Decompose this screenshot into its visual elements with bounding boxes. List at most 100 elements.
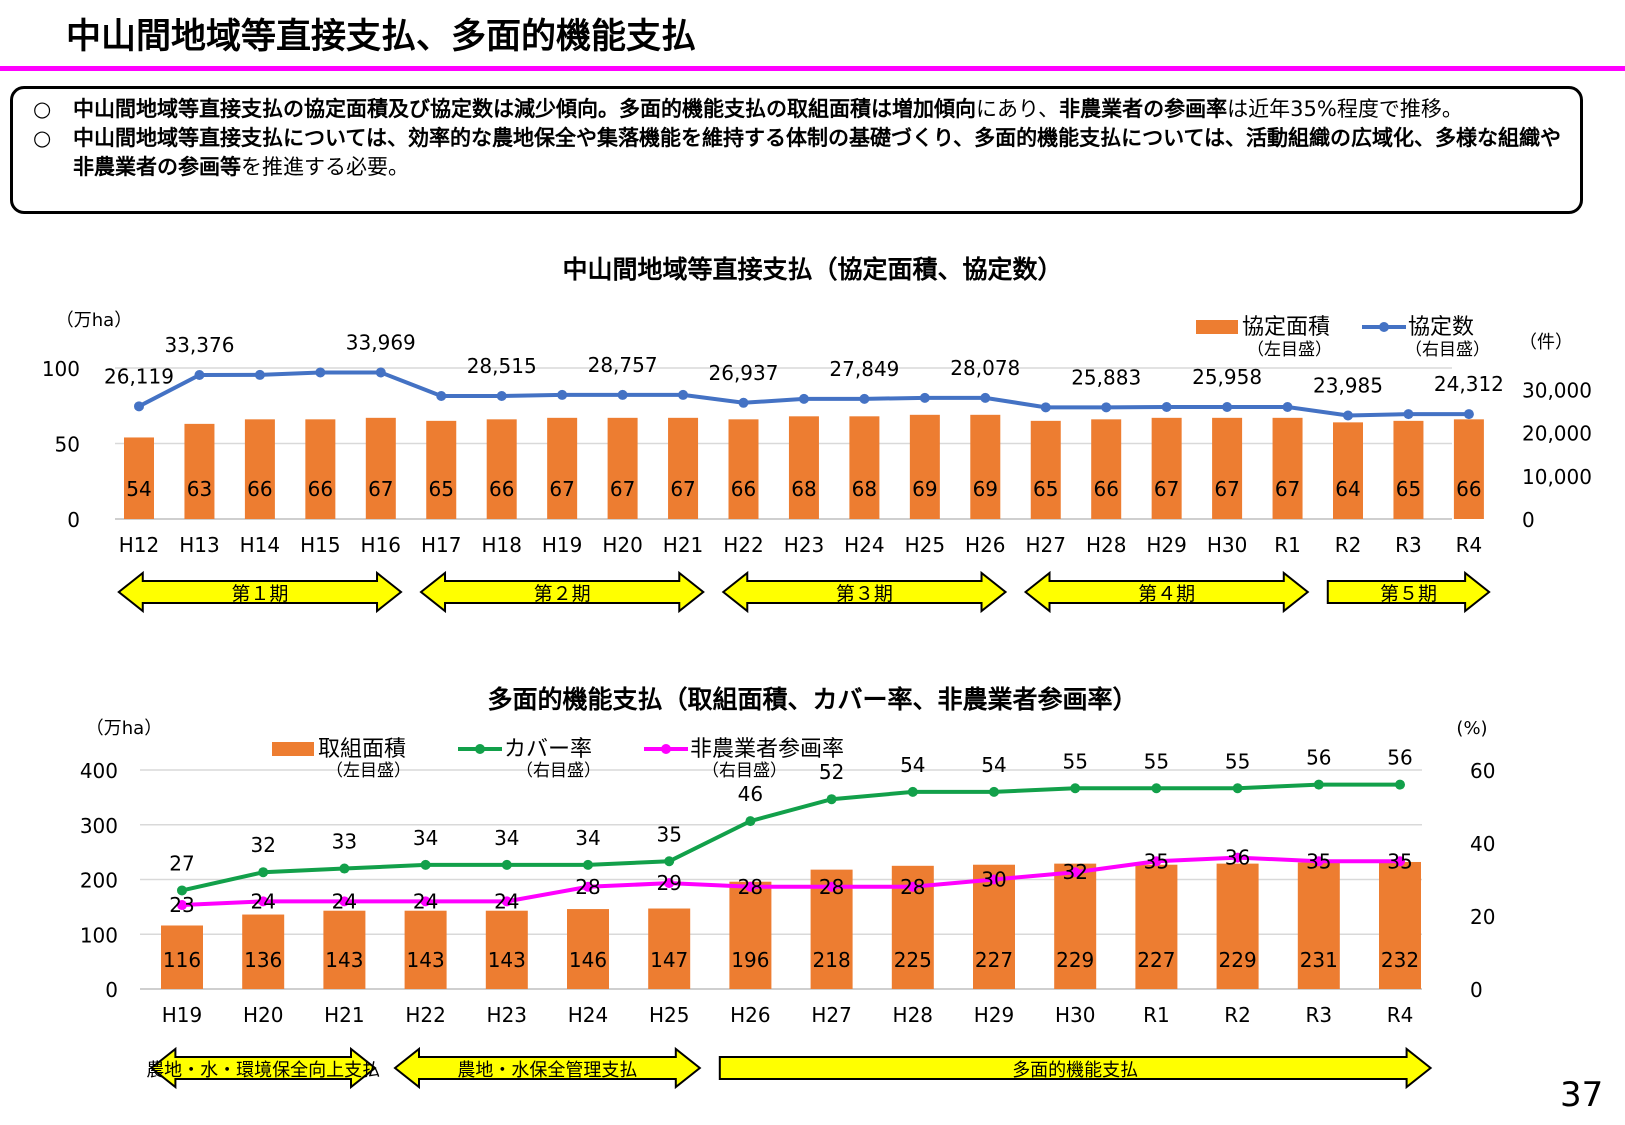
chart1-point-label: 25,958 <box>1192 365 1262 389</box>
chart1-point <box>798 393 809 404</box>
chart2-point-label: 24 <box>494 889 519 913</box>
chart1-period-label: 第３期 <box>836 583 893 605</box>
chart2-bar-label: 116 <box>163 948 201 972</box>
chart1-x-tick: H19 <box>542 533 583 557</box>
chart2-point-label: 55 <box>1062 749 1087 773</box>
chart1-x-tick: H26 <box>965 533 1006 557</box>
chart1-bar-label: 67 <box>1154 477 1179 501</box>
chart1-legend-label: 協定数 <box>1408 315 1474 340</box>
chart1-x-tick: H17 <box>421 533 462 557</box>
chart1-x-tick: H18 <box>481 533 522 557</box>
chart1-point-label: 26,937 <box>709 361 779 385</box>
chart1-bar <box>305 419 336 519</box>
chart2-x-tick: H23 <box>487 1003 528 1027</box>
chart2-x-tick: R2 <box>1224 1003 1251 1027</box>
chart1-point-label: 28,757 <box>588 353 658 377</box>
chart2-bar-label: 227 <box>1137 948 1175 972</box>
chart1-bar <box>184 423 215 519</box>
chart1-x-tick: R1 <box>1274 533 1301 557</box>
chart2-bar <box>1379 861 1421 989</box>
chart1-bar <box>909 414 940 519</box>
chart1-bar-label: 66 <box>247 477 272 501</box>
chart1-point <box>1222 402 1233 413</box>
chart1-bar <box>668 417 699 519</box>
chart1-bar <box>788 416 819 519</box>
chart2-bar-label: 218 <box>813 948 851 972</box>
chart2-y-left-label: （万ha） <box>86 718 162 739</box>
chart1-bar <box>1453 419 1484 519</box>
chart2-legend-sub: （右目盛） <box>702 761 787 781</box>
chart2-x-tick: R4 <box>1387 1003 1414 1027</box>
chart2-point-label: 36 <box>1225 846 1250 870</box>
chart2-point-label: 28 <box>900 875 925 899</box>
chart2-legend-point-swatch <box>661 744 671 754</box>
chart2-bar <box>973 864 1015 989</box>
chart2-y-left-tick: 200 <box>80 869 118 893</box>
chart2-legend-label: カバー率 <box>504 737 592 762</box>
page-number: 37 <box>1560 1075 1604 1115</box>
chart2-point <box>420 896 431 907</box>
chart2-point <box>1070 867 1081 878</box>
chart2-point <box>1395 856 1405 867</box>
chart2-point-label: 24 <box>413 889 438 913</box>
chart2-point-label: 24 <box>332 889 357 913</box>
chart1-bar <box>1393 420 1424 519</box>
chart2-bar <box>729 881 772 989</box>
chart1-bar-label: 65 <box>1033 477 1058 501</box>
chart2-legend-sub: （右目盛） <box>516 761 601 781</box>
chart1-point-label: 25,883 <box>1071 365 1141 389</box>
chart2-point-label: 29 <box>656 871 681 895</box>
chart1-bar-label: 68 <box>791 477 816 501</box>
chart1-point <box>678 389 689 400</box>
chart2-point <box>339 863 350 874</box>
chart1-bar <box>1272 417 1303 519</box>
chart2-period-arrow <box>393 1046 702 1090</box>
chart2-point <box>583 859 593 870</box>
chart1-x-tick: H28 <box>1086 533 1127 557</box>
chart2-x-tick: R3 <box>1305 1003 1332 1027</box>
chart2-point-label: 34 <box>413 826 438 850</box>
chart1-bar <box>607 417 638 519</box>
chart2-point <box>745 881 756 892</box>
chart2-point-label: 23 <box>169 893 194 917</box>
chart2-point <box>989 786 999 797</box>
chart2-point-label: 55 <box>1225 749 1250 773</box>
chart2-point <box>1151 856 1162 867</box>
chart1-bar <box>1212 417 1243 519</box>
page-title: 中山間地域等直接支払、多面的機能支払 <box>66 17 697 57</box>
chart1-point-label: 33,969 <box>346 330 416 354</box>
chart1-legend-label: 協定面積 <box>1242 315 1330 340</box>
chart2-y-left-tick: 300 <box>80 814 118 838</box>
chart2-point <box>1232 852 1243 863</box>
chart1-bar-label: 67 <box>610 477 635 501</box>
chart1-x-tick: H13 <box>179 533 220 557</box>
chart2-point-label: 24 <box>250 889 275 913</box>
chart2-point-label: 30 <box>981 868 1006 892</box>
chart1-bar <box>1333 422 1363 519</box>
chart1-point-label: 23,985 <box>1313 374 1383 398</box>
chart2-bar-label: 146 <box>569 948 607 972</box>
chart1-bar-label: 66 <box>1093 477 1118 501</box>
chart1-bar-label: 66 <box>731 477 756 501</box>
chart2-point-label: 34 <box>575 826 600 850</box>
title-rule <box>0 66 1625 71</box>
chart1-bar <box>1151 417 1182 519</box>
chart2-title: 多面的機能支払（取組面積、カバー率、非農業者参画率） <box>487 685 1138 714</box>
chart1-period-label: 第４期 <box>1138 583 1195 605</box>
chart1-point <box>436 390 447 401</box>
chart2-x-tick: H27 <box>811 1003 852 1027</box>
chart2-point-label: 56 <box>1306 746 1331 770</box>
chart1-bar-label: 63 <box>187 477 212 501</box>
chart2-period-arrow <box>149 1046 377 1090</box>
chart1-bar-label: 67 <box>1214 477 1239 501</box>
chart1-y-left-tick: 100 <box>42 357 80 381</box>
chart2-bar <box>485 910 528 989</box>
chart1-legend-point-swatch <box>1379 322 1389 332</box>
chart2-point <box>258 896 269 907</box>
chart2-y-right-tick: 60 <box>1470 759 1495 783</box>
chart1-point <box>1343 410 1353 421</box>
summary-line-2: ○ 中山間地域等直接支払については、効率的な農地保全や集落機能を維持する体制の基… <box>33 126 1562 179</box>
chart2-period-label: 多面的機能支払 <box>1012 1060 1138 1081</box>
chart2-point <box>745 816 756 827</box>
chart2-point-label: 35 <box>656 822 681 846</box>
